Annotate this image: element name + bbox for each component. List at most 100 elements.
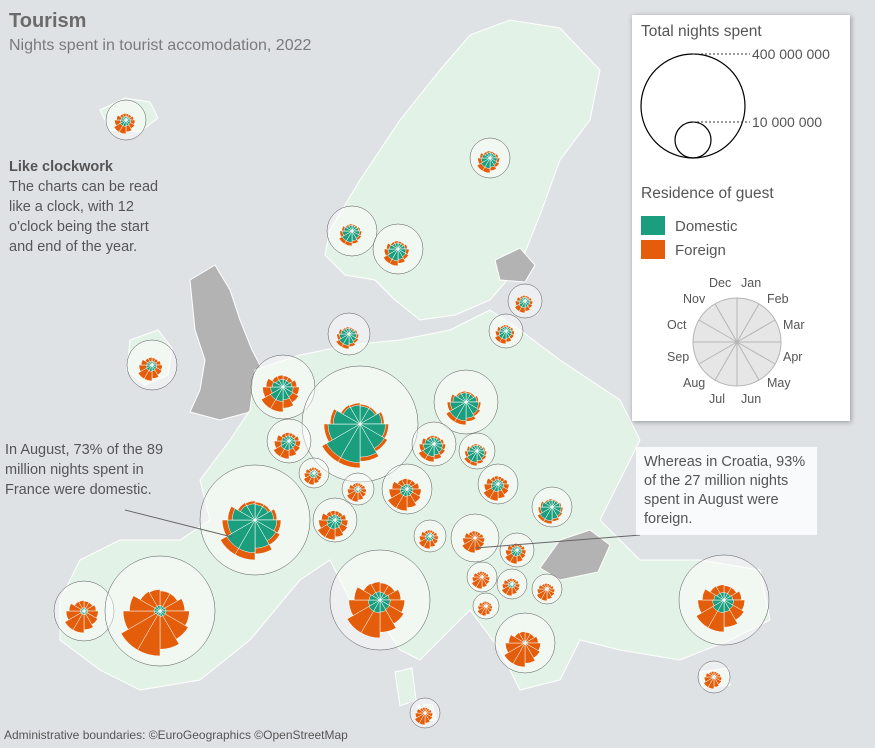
radial-chart-foreign-sector xyxy=(703,676,715,688)
radial-chart-6 xyxy=(488,313,524,349)
map-title: Tourism xyxy=(9,10,87,32)
radial-chart-13 xyxy=(411,421,457,467)
radial-chart-16 xyxy=(341,472,375,506)
legend-small-circle xyxy=(674,121,712,159)
radial-chart-domestic-sector xyxy=(394,242,399,250)
radial-chart-foreign-sector xyxy=(414,712,426,719)
radial-chart-domestic-sector xyxy=(123,116,127,121)
intro-note: Like clockwork The charts can be read li… xyxy=(9,157,174,257)
radial-chart-foreign-sector xyxy=(477,605,487,611)
radial-chart-domestic-sector xyxy=(350,404,361,425)
radial-chart-31 xyxy=(472,592,500,620)
legend-size-large: 400 000 000 xyxy=(752,46,830,62)
foreign-swatch xyxy=(641,240,665,259)
map-subtitle: Nights spent in tourist accomodation, 20… xyxy=(9,37,312,54)
land-no-data-east xyxy=(494,247,536,283)
radial-chart-7 xyxy=(327,312,371,356)
legend-size-title: Total nights spent xyxy=(641,23,762,40)
radial-chart-foreign-sector xyxy=(508,634,526,644)
radial-chart-domestic-sector xyxy=(510,581,513,585)
month-label-dec: Dec xyxy=(709,276,732,290)
radial-chart-foreign-sector xyxy=(421,706,426,714)
radial-chart-foreign-sector xyxy=(122,610,161,630)
radial-chart-domestic-sector xyxy=(149,360,153,366)
radial-chart-foreign-sector xyxy=(505,642,526,654)
radial-chart-foreign-sector xyxy=(68,603,85,612)
radial-chart-foreign-sector xyxy=(65,610,85,621)
radial-chart-domestic-sector xyxy=(327,423,361,441)
croatia-pointer xyxy=(474,534,641,549)
month-label-feb: Feb xyxy=(767,292,789,306)
radial-chart-domestic-sector xyxy=(460,392,467,403)
radial-chart-28 xyxy=(53,580,115,642)
annotation-lines xyxy=(124,509,641,549)
france-annotation: In August, 73% of the 89 million nights … xyxy=(5,442,164,498)
month-label-apr: Apr xyxy=(783,350,803,364)
radial-chart-domestic-sector xyxy=(481,575,483,578)
radial-chart-domestic-sector xyxy=(474,536,476,539)
radial-chart-33 xyxy=(678,554,770,646)
clock-divider xyxy=(736,303,760,343)
radial-chart-domestic-sector xyxy=(356,486,359,490)
radial-chart-domestic-sector xyxy=(331,514,336,521)
radial-chart-domestic-sector xyxy=(522,296,526,302)
radial-chart-32 xyxy=(494,612,556,674)
clock-divider xyxy=(736,341,776,365)
radial-chart-19 xyxy=(199,464,311,576)
radial-chart-foreign-sector xyxy=(140,591,161,612)
legend-size-small: 10 000 000 xyxy=(752,114,823,130)
radial-chart-22 xyxy=(413,519,447,553)
radial-chart-foreign-sector xyxy=(414,712,426,724)
radial-chart-domestic-sector xyxy=(430,437,435,445)
clock-divider xyxy=(736,341,760,381)
radial-chart-9 xyxy=(250,354,316,420)
radial-chart-29 xyxy=(104,555,216,667)
radial-chart-domestic-sector xyxy=(82,607,85,612)
radial-chart-foreign-sector xyxy=(703,676,715,683)
month-label-sep: Sep xyxy=(667,350,690,364)
month-label-jan: Jan xyxy=(741,276,762,290)
radial-chart-domestic-sector xyxy=(523,640,526,644)
radial-chart-foreign-sector xyxy=(148,589,161,612)
radial-chart-domestic-sector xyxy=(503,326,507,332)
source-credit: Administrative boundaries: ©EuroGeograph… xyxy=(4,728,348,742)
radial-chart-24 xyxy=(499,532,535,568)
radial-chart-foreign-sector xyxy=(478,570,483,578)
radial-chart-34 xyxy=(697,660,731,694)
radial-chart-foreign-sector xyxy=(471,576,483,588)
intro-heading: Like clockwork xyxy=(9,159,113,175)
legend-graphics xyxy=(640,53,782,387)
france-pointer xyxy=(124,509,233,538)
land-no-data-balkans xyxy=(539,529,611,581)
radial-chart-25 xyxy=(466,561,498,593)
radial-chart-domestic-sector xyxy=(348,224,353,232)
radial-chart-foreign-sector xyxy=(536,588,548,600)
clock-divider xyxy=(698,319,738,343)
radial-chart-domestic-sector xyxy=(473,444,478,452)
month-label-aug: Aug xyxy=(683,376,706,390)
radial-chart-domestic-sector xyxy=(486,152,491,159)
radial-chart-18 xyxy=(477,463,519,505)
radial-chart-foreign-sector xyxy=(129,595,161,612)
radial-chart-foreign-sector xyxy=(468,531,476,539)
radial-chart-26 xyxy=(496,568,528,600)
intro-body: The charts can be read like a clock, wit… xyxy=(9,179,159,255)
radial-chart-20 xyxy=(312,497,358,543)
radial-chart-domestic-sector xyxy=(545,586,548,590)
radial-chart-15 xyxy=(298,457,330,489)
legend-panel: Total nights spent 400 000 000 10 000 00… xyxy=(632,15,850,421)
radial-chart-foreign-sector xyxy=(476,605,487,616)
radial-chart-foreign-sector xyxy=(120,610,161,651)
radial-chart-domestic-sector xyxy=(333,410,361,425)
radial-chart-35 xyxy=(409,697,441,729)
radial-chart-domestic-sector xyxy=(712,674,715,678)
month-label-nov: Nov xyxy=(683,292,706,306)
radial-chart-10 xyxy=(301,365,419,483)
radial-chart-30 xyxy=(329,549,431,651)
radial-chart-domestic-sector xyxy=(345,327,350,335)
radial-chart-foreign-sector xyxy=(471,530,476,539)
legend-color-title: Residence of guest xyxy=(641,185,774,202)
radial-chart-4 xyxy=(372,223,424,275)
radial-chart-3 xyxy=(326,205,378,257)
